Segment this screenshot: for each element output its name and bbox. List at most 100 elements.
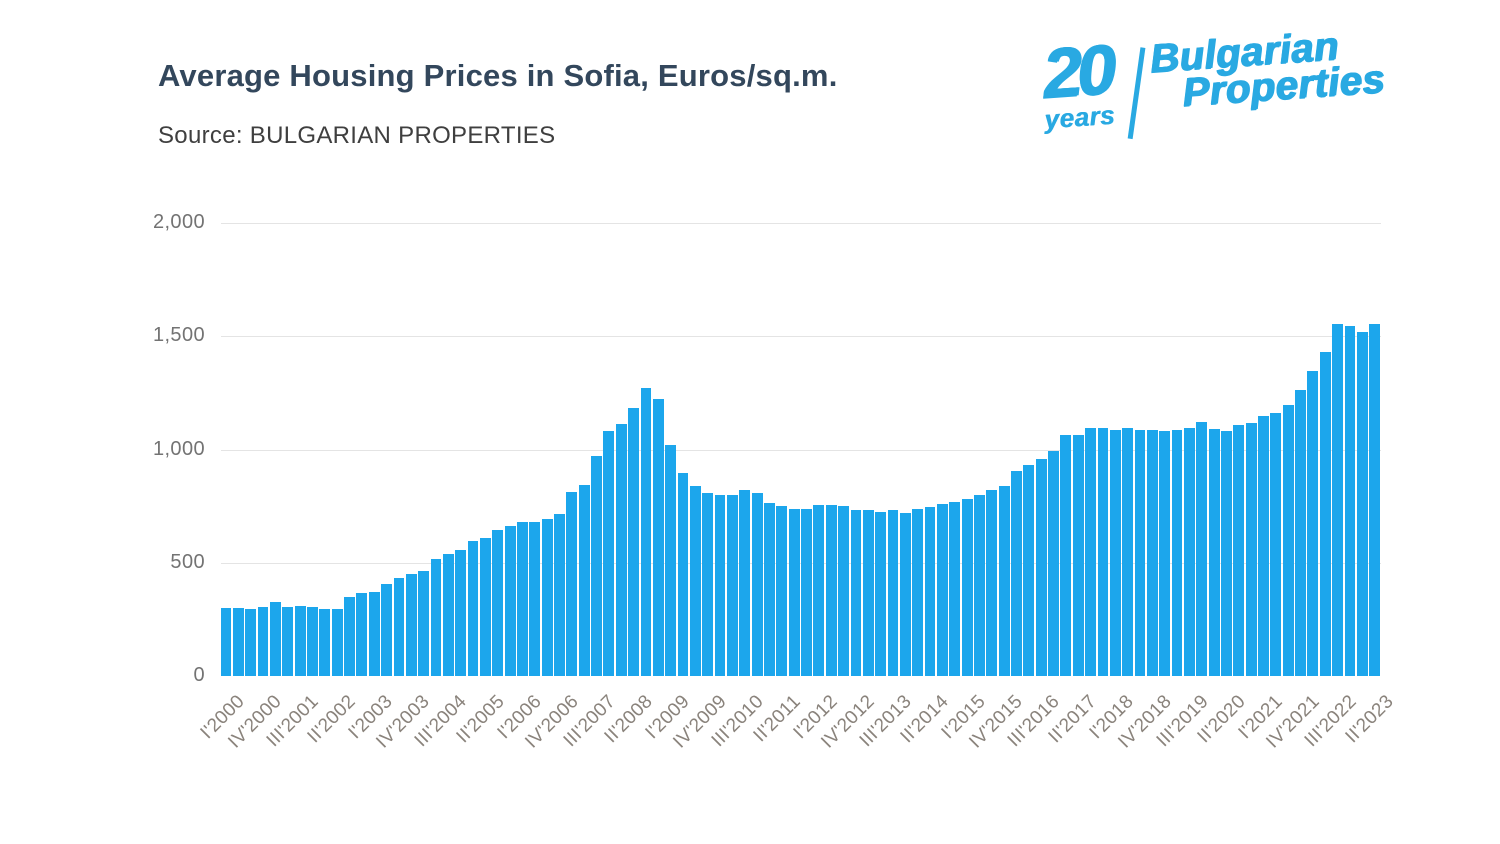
bar-II'2003 [381,584,392,676]
bar-II'2017 [1072,434,1084,676]
bar-I'2020 [1208,429,1220,676]
bar-III'2000 [245,609,257,676]
bar-II'2015 [974,495,985,676]
bar-II'2023 [1369,324,1381,676]
bar-IV'2022 [1344,325,1356,676]
bar-II'2018 [1122,428,1134,676]
bar-IV'2003 [405,574,417,676]
bar-III'2018 [1134,429,1146,676]
bar-III'2005 [492,529,504,676]
bar-II'2000 [232,608,244,676]
bar-IV'2000 [257,607,269,676]
bar-III'2012 [838,506,849,676]
bar-I'2019 [1159,430,1171,676]
bar-I'2013 [862,510,874,676]
bar-IV'2012 [850,509,862,676]
gridline-1500 [221,336,1381,338]
bar-IV'2004 [455,549,467,676]
y-axis-label: 500 [170,550,205,573]
bar-III'2011 [788,508,800,676]
bar-IV'2011 [801,508,812,676]
y-axis-label: 0 [193,664,205,686]
bar-III'2006 [541,519,553,676]
bar-I'2007 [566,492,578,676]
bar-II'2010 [726,495,738,676]
bar-I'2023 [1356,331,1368,676]
bar-IV'2010 [751,492,763,676]
bar-IV'2006 [554,514,565,676]
bar-I'2014 [912,508,924,676]
bar-IV'2005 [504,526,516,676]
y-axis-label: 1,500 [152,324,205,347]
bar-II'2022 [1319,351,1331,676]
bar-IV'2020 [1245,422,1257,676]
bar-II'2008 [628,407,640,676]
bar-II'2020 [1221,431,1232,676]
bar-II'2007 [578,484,590,676]
bar-IV'2019 [1196,422,1208,676]
bar-II'2002 [331,608,343,676]
bar-I'2002 [319,608,331,676]
bar-II'2012 [825,505,837,676]
y-axis-label: 2,000 [152,211,205,233]
gridline-1000 [221,449,1381,451]
bar-IV'2015 [998,485,1010,676]
bar-III'2015 [986,489,998,676]
bar-III'2016 [1035,458,1047,676]
y-axis-label: 1,000 [152,437,205,460]
bar-III'2007 [591,455,602,676]
bar-III'2001 [294,605,306,676]
bar-IV'2014 [949,501,961,676]
bar-I'2010 [714,495,726,676]
bar-I'2004 [418,571,430,676]
bar-I'2003 [368,592,380,676]
bar-IV'2002 [356,593,368,676]
bar-I'2012 [813,505,825,676]
bar-II'2013 [875,511,887,676]
bar-III'2013 [887,509,899,676]
bar-III'2017 [1085,427,1097,676]
bar-II'2011 [776,506,788,676]
bar-I'2011 [764,502,775,676]
logo-properties: Properties [1180,57,1387,116]
bar-III'2004 [442,554,454,676]
bar-II'2014 [924,507,936,676]
bar-II'2019 [1171,430,1183,676]
logo-20: 20 [1039,30,1113,113]
bar-III'2020 [1233,425,1245,676]
logo-slash [1127,47,1145,140]
source-label: Source: BULGARIAN PROPERTIES [158,122,556,149]
gridline-2000 [221,223,1381,224]
bar-IV'2016 [1048,451,1059,676]
bar-I'2000 [220,608,232,676]
bar-III'2002 [344,597,355,676]
bar-IV'2001 [307,607,318,676]
logo-20-years: 20 years [1027,30,1129,137]
bar-III'2021 [1282,405,1294,676]
bar-IV'2013 [899,512,911,676]
bar-III'2003 [393,578,405,676]
bar-II'2006 [529,521,541,676]
bar-I'2008 [615,424,627,676]
bar-I'2001 [270,602,281,676]
bar-I'2021 [1258,416,1269,676]
bar-III'2010 [739,490,751,676]
page-title: Average Housing Prices in Sofia, Euros/s… [158,58,838,93]
bar-II'2021 [1270,412,1282,676]
bar-IV'2009 [702,492,714,676]
bar-II'2005 [479,537,491,676]
bar-IV'2021 [1295,389,1306,676]
gridline-500 [221,562,1381,564]
bar-III'2008 [640,388,652,676]
bar-I'2016 [1011,471,1022,676]
bar-III'2019 [1183,428,1195,676]
bar-II'2009 [677,472,689,676]
bar-I'2005 [467,541,479,676]
bar-I'2015 [961,498,973,676]
logo-wordmark: Bulgarian Properties [1148,24,1386,115]
logo-years: years [1043,100,1116,135]
bar-III'2009 [689,485,701,676]
bar-IV'2008 [652,399,664,676]
bar-I'2017 [1060,435,1072,676]
bar-III'2014 [936,504,948,676]
